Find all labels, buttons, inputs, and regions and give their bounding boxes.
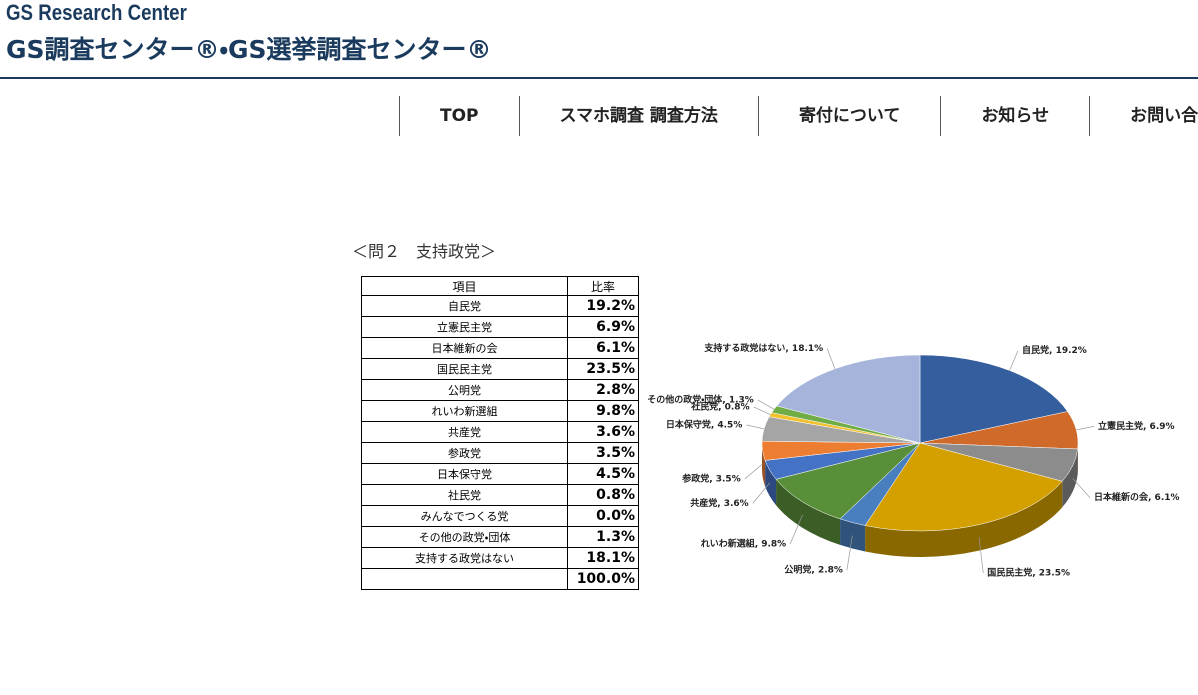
cell: 6.1%	[567, 337, 639, 359]
table-row: 支持する政党はない 18.1%	[361, 547, 639, 569]
table-row: その他の政党・団体 1.3%	[361, 526, 639, 548]
nav-item[interactable]: TOP	[399, 96, 519, 136]
data-label: 支持する政党はない, 18.1%	[703, 342, 823, 354]
data-label: 社民党, 0.8%	[690, 400, 750, 412]
cell: 0.0%	[567, 505, 639, 527]
data-label: れいわ新選組, 9.8%	[701, 537, 787, 549]
site-subtitle: GS Research Center	[6, 0, 187, 25]
data-label: 立憲民主党, 6.9%	[1098, 420, 1175, 432]
data-label: 公明党, 2.8%	[784, 564, 843, 576]
leader-line	[846, 535, 853, 571]
cell: 1.3%	[567, 526, 639, 548]
cell: 6.9%	[567, 316, 639, 338]
leader-line	[1072, 478, 1091, 498]
nav-item[interactable]: お問い合わせ	[1089, 96, 1198, 136]
pie-slice	[864, 442, 1063, 532]
cell: 18.1%	[567, 547, 639, 569]
leader-line	[757, 399, 775, 410]
cell: 9.8%	[567, 400, 639, 422]
table-row: れいわ新選組 9.8%	[361, 400, 639, 422]
leader-line	[789, 514, 803, 545]
data-label: 日本維新の会, 6.1%	[1094, 491, 1180, 503]
data-label: 国民民主党, 23.5%	[987, 566, 1070, 578]
table-row: 立憲民主党 6.9%	[361, 316, 639, 338]
pie-slice	[776, 354, 921, 444]
pie-side	[776, 479, 841, 545]
pie-side	[865, 481, 1063, 557]
cell: 19.2%	[567, 295, 639, 317]
leader-line	[744, 463, 763, 480]
section-title: ＜問２ 支持政党＞	[352, 242, 497, 261]
cell: 23.5%	[567, 358, 639, 380]
pie-side	[762, 443, 766, 487]
data-label: 日本保守党, 4.5%	[666, 418, 743, 430]
leader-line	[746, 424, 765, 430]
cell: 0.8%	[567, 484, 639, 506]
table-header: 項目 比率	[361, 276, 639, 296]
nav-item[interactable]: 寄付について	[757, 96, 941, 136]
data-table: 項目 比率 自民党 19.2% 立憲民主党 6.9% 日本維新の会 6.1% 国民民主党 23.5…	[361, 276, 639, 590]
header-cell: 比率	[567, 276, 639, 296]
nav-item[interactable]: お知らせ	[940, 96, 1089, 136]
header-rule	[0, 77, 1198, 79]
leader-line	[1076, 426, 1095, 431]
leader-line	[753, 406, 771, 415]
nav-item[interactable]: スマホ調査 調査方法	[518, 96, 758, 136]
pie-slice	[775, 442, 921, 520]
leader-line	[826, 348, 836, 369]
leader-line	[1009, 350, 1019, 371]
leader-line	[752, 482, 770, 504]
table-row: 自民党 19.2%	[361, 295, 639, 317]
data-label: 参政党, 3.5%	[681, 473, 741, 485]
pie-side	[765, 460, 777, 506]
leader-line	[978, 537, 984, 573]
total-cell: 100.0%	[567, 568, 639, 590]
pie-slice	[919, 354, 1068, 444]
pie-side	[840, 518, 866, 552]
data-label: 自民党, 19.2%	[1022, 344, 1087, 356]
total-row: 100.0%	[361, 568, 639, 590]
site-title[interactable]: GS調査センター®・GS選挙調査センター®	[6, 35, 492, 64]
data-label: その他の政党・団体, 1.3%	[647, 394, 754, 406]
data-label: 共産党, 3.6%	[690, 497, 749, 509]
